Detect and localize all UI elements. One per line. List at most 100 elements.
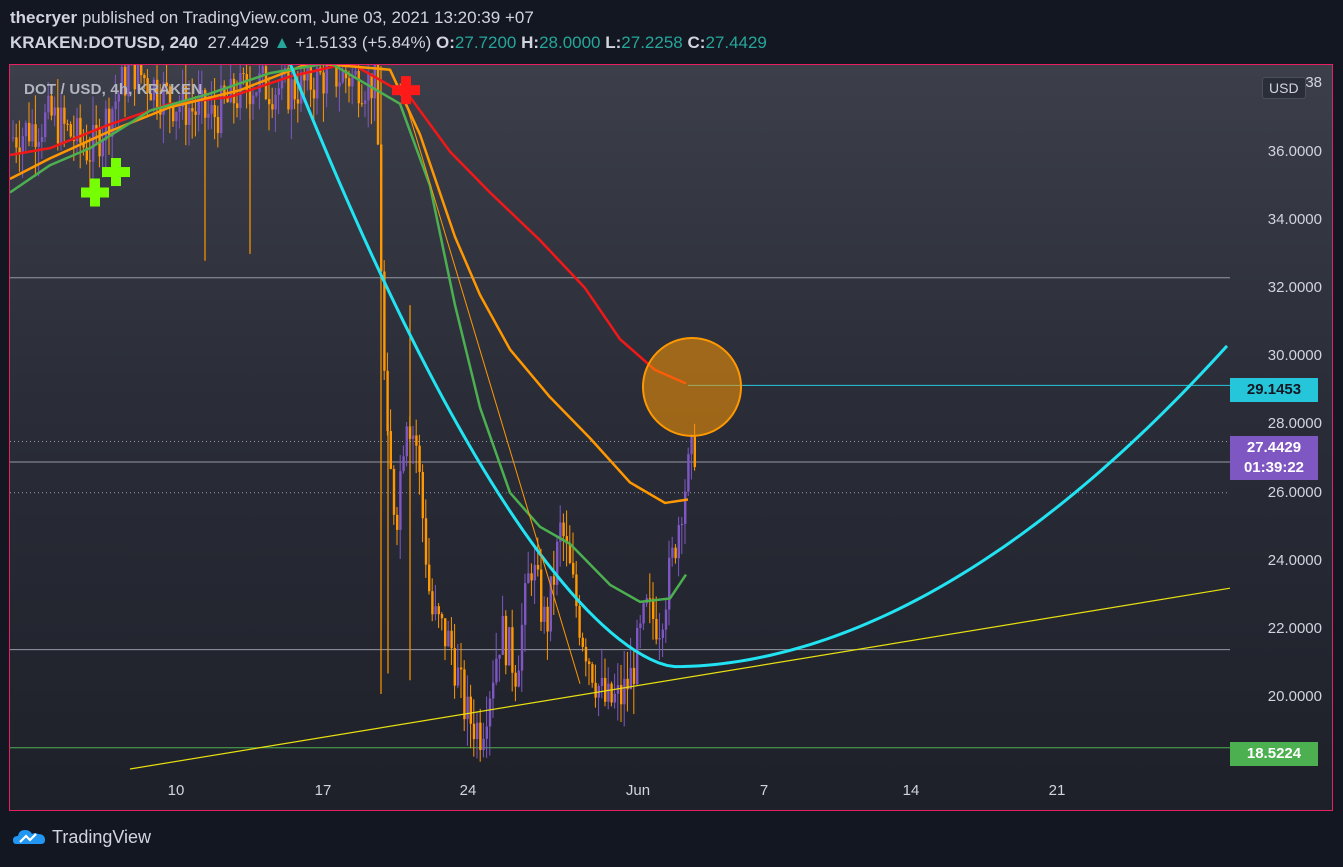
candle-body (418, 445, 421, 472)
author-name[interactable]: thecryer (10, 8, 78, 27)
candle-body (34, 124, 37, 147)
candle-body (172, 106, 175, 122)
tradingview-logo[interactable]: TradingView (12, 826, 151, 848)
candle-body (405, 426, 408, 457)
candle-body (216, 117, 220, 134)
candle-body (383, 271, 386, 371)
candle-body (591, 664, 594, 683)
candle-body (613, 693, 616, 703)
candle-body (178, 106, 181, 112)
candle-body (533, 564, 536, 581)
candle-body (437, 606, 440, 615)
candle-body (284, 67, 287, 71)
candle-body (421, 471, 424, 519)
candle-body (274, 94, 277, 110)
candle-body (255, 92, 258, 96)
candle-body (415, 435, 418, 446)
chart-pane[interactable]: DOT / USD, 4h, KRAKEN USD 38 36.0000 34.00… (9, 64, 1333, 811)
candle-body (684, 491, 687, 524)
candle-body (21, 136, 24, 154)
candle-body (127, 65, 130, 96)
candle-body (386, 370, 389, 432)
candle-body (674, 547, 677, 559)
candle-body (149, 93, 152, 101)
candle-body (143, 75, 146, 79)
candle-body (124, 66, 127, 96)
candle-body (28, 122, 31, 142)
candle-body (53, 107, 56, 116)
price-tick-label: 28.0000 (1267, 415, 1322, 433)
candle-body (312, 89, 316, 99)
price-tick-label: 38 (1305, 74, 1322, 92)
candle-body (376, 65, 380, 145)
last-price: 27.4429 (207, 33, 269, 52)
candle-body (18, 147, 21, 154)
candle-body (655, 618, 658, 640)
last-price-value: 27.4429 (1246, 439, 1302, 456)
candle-body (79, 117, 82, 143)
chart-canvas[interactable] (10, 65, 1333, 811)
price-change: +1.5133 (+5.84%) (295, 33, 432, 52)
low-value: 27.2258 (621, 33, 683, 52)
candle-body (229, 78, 232, 103)
candle-body (568, 543, 572, 563)
candle-body (264, 66, 268, 100)
candle-body (680, 523, 684, 526)
candle-body (136, 65, 140, 90)
candle-body (389, 431, 392, 469)
last-price-label: 27.4429 01:39:22 (1230, 436, 1318, 480)
candle-body (604, 677, 607, 702)
candle-body (236, 103, 239, 109)
candle-body (588, 661, 591, 665)
candle-body (213, 105, 216, 118)
price-tick-label: 34.0000 (1267, 210, 1322, 228)
price-tick-label: 26.0000 (1267, 483, 1322, 501)
candle-body (31, 124, 34, 142)
high-value: 28.0000 (539, 33, 601, 52)
candle-body (290, 79, 293, 110)
candle-body (434, 606, 437, 615)
candle-body (120, 66, 124, 95)
candle-body (341, 70, 344, 83)
candle-body (444, 618, 447, 647)
candle-body (456, 667, 460, 686)
candle-body (652, 598, 655, 619)
candle-body (168, 86, 172, 107)
candle-body (594, 682, 597, 698)
candle-body (133, 65, 136, 90)
candle-body (584, 646, 588, 662)
candle-body (56, 107, 60, 144)
candle-body (440, 614, 444, 619)
up-arrow-icon: ▲ (273, 33, 291, 52)
candle-body (639, 623, 642, 628)
candle-body (322, 72, 325, 94)
time-tick-label: 14 (902, 782, 920, 799)
candle-body (245, 74, 248, 92)
rising-trendline (129, 587, 1231, 770)
candle-body (344, 70, 348, 79)
time-tick-label: 24 (459, 782, 477, 799)
candle-body (517, 670, 520, 687)
candle-body (690, 436, 693, 455)
candle-body (242, 73, 245, 75)
candle-body (565, 536, 568, 544)
cross-bar (111, 158, 121, 187)
close-label: C: (687, 33, 706, 52)
candle-body (658, 637, 661, 640)
candle-body (12, 137, 15, 139)
candle-body (156, 79, 159, 108)
candle-body (200, 90, 204, 99)
candle-body (562, 522, 565, 537)
currency-button[interactable]: USD (1262, 77, 1306, 99)
price-tick-label: 30.0000 (1267, 347, 1322, 365)
candle-body (223, 85, 226, 98)
candle-body (492, 682, 495, 699)
candle-body (642, 603, 645, 624)
candle-body (501, 615, 504, 655)
candle-body (47, 95, 50, 113)
time-tick-label: 17 (314, 782, 332, 799)
candle-body (632, 667, 636, 685)
candle-body (530, 573, 533, 581)
candle-body (293, 79, 296, 100)
candle-body (44, 112, 47, 138)
